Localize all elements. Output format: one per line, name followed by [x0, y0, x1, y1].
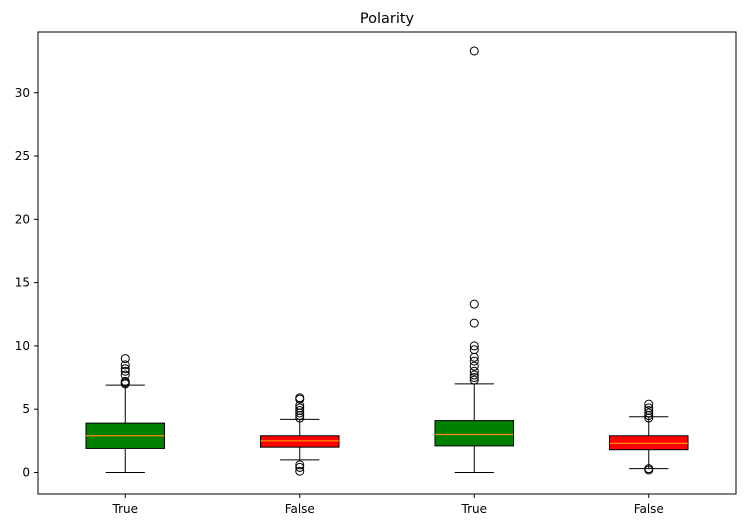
y-tick-label: 15 [15, 276, 30, 290]
box-group-1 [85, 354, 166, 473]
outlier-point [120, 364, 130, 374]
outlier-point [644, 464, 654, 474]
plot-frame [37, 31, 737, 495]
outlier-point [469, 46, 479, 56]
y-tick-label: 5 [22, 402, 30, 416]
box-iqr [434, 420, 515, 447]
outlier-point [469, 318, 479, 328]
outlier-point [295, 466, 305, 476]
outlier-point [120, 354, 130, 364]
box-iqr [259, 435, 340, 448]
outlier-point [120, 360, 130, 370]
y-tick-label: 30 [15, 86, 30, 100]
outlier-point [295, 403, 305, 413]
y-tick-label: 20 [15, 212, 30, 226]
y-tick-label: 25 [15, 149, 30, 163]
box-group-3 [434, 46, 515, 473]
x-tick-label: True [112, 502, 139, 516]
outlier-point [469, 370, 479, 380]
x-tick-label: False [285, 502, 315, 516]
outlier-point [295, 462, 305, 472]
outlier-point [469, 356, 479, 366]
outlier-point [120, 366, 130, 376]
outlier-point [120, 370, 130, 380]
x-tick-label: True [461, 502, 488, 516]
outlier-point [469, 366, 479, 376]
outlier-point [120, 376, 130, 386]
outlier-point [469, 299, 479, 309]
outlier-point [469, 361, 479, 371]
box-group-2 [259, 393, 340, 476]
y-tick-label: 0 [22, 465, 30, 479]
y-tick-label: 10 [15, 339, 30, 353]
outlier-point [644, 399, 654, 409]
outlier-point [644, 403, 654, 413]
outlier-point [469, 345, 479, 355]
box-iqr [608, 435, 689, 451]
outlier-point [469, 341, 479, 351]
outlier-point [644, 408, 654, 418]
outlier-point [469, 375, 479, 385]
box-group-4 [608, 399, 689, 475]
outlier-point [644, 405, 654, 415]
outlier-point [295, 393, 305, 403]
x-tick-label: False [634, 502, 664, 516]
outlier-point [469, 373, 479, 383]
chart-title: Polarity [360, 11, 415, 27]
outlier-point [295, 405, 305, 415]
outlier-point [295, 460, 305, 470]
